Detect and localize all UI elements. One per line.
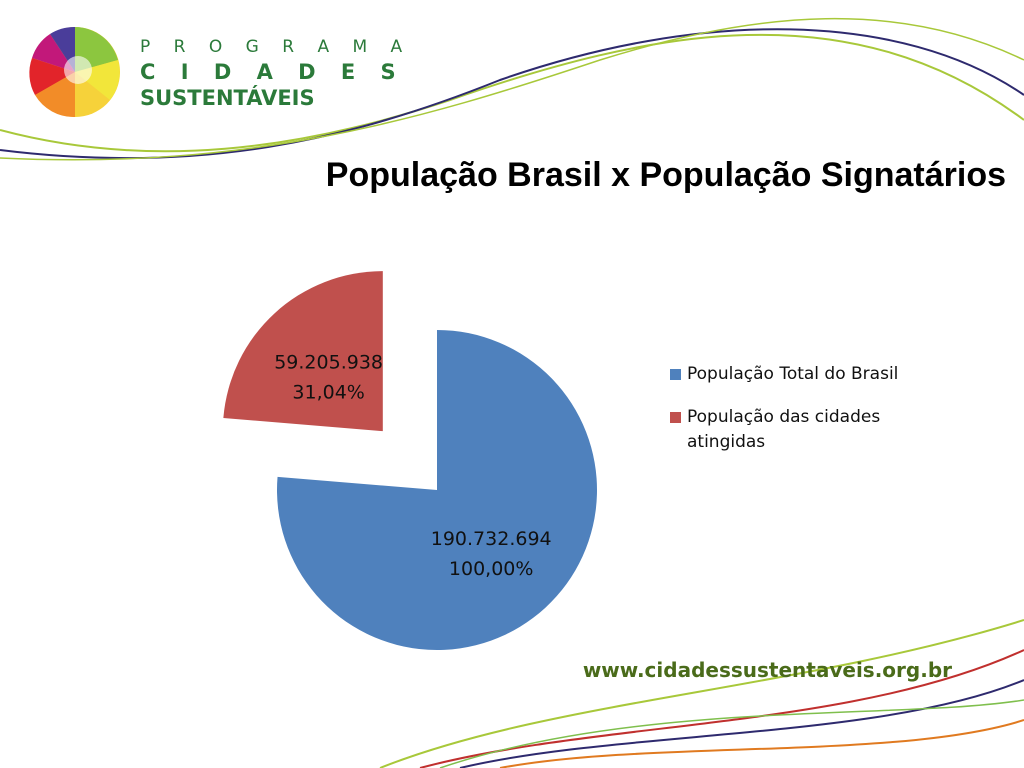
pie-slice: [223, 271, 383, 432]
logo-mark: [29, 26, 120, 118]
value-label: 59.205.938: [274, 351, 383, 373]
legend-swatch: [670, 369, 681, 380]
legend-item: População das cidades atingidas: [670, 405, 940, 455]
legend-swatch: [670, 412, 681, 423]
logo-line: SUSTENTÁVEIS: [140, 85, 315, 110]
legend: População Total do Brasil População das c…: [670, 362, 940, 473]
chart-title: População Brasil x População Signatários: [326, 156, 1006, 194]
legend-label: População das cidades atingidas: [687, 407, 881, 452]
percent-label: 31,04%: [292, 381, 364, 403]
footer-url: www.cidadessustentaveis.org.br: [583, 658, 952, 682]
decoration: [0, 18, 1024, 768]
pie-slice: [277, 330, 597, 651]
logo-line: C I D A D E S: [140, 60, 405, 84]
logo-line: P R O G R A M A: [140, 37, 411, 57]
percent-label: 100,00%: [449, 558, 534, 580]
value-label: 190.732.694: [431, 528, 552, 550]
legend-label: População Total do Brasil: [687, 364, 899, 384]
legend-item: População Total do Brasil: [670, 362, 940, 387]
